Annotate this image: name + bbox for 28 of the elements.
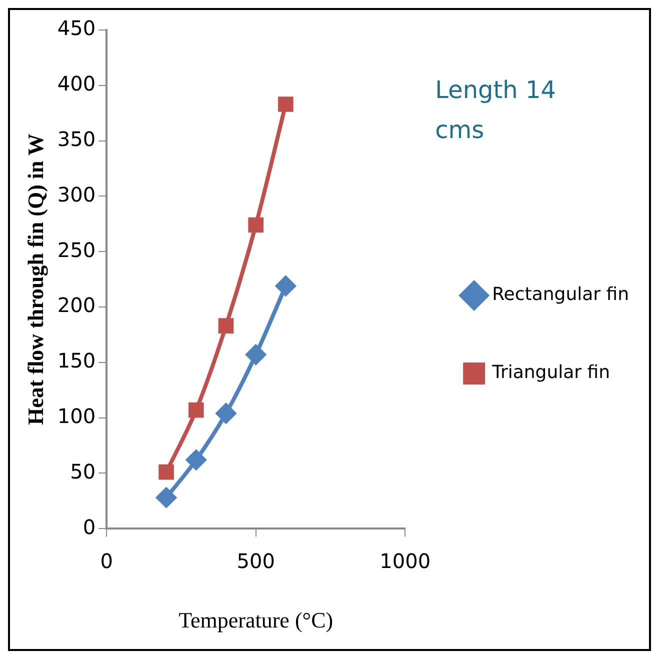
point <box>248 217 264 233</box>
point <box>278 96 294 112</box>
y-tick-label: 250 <box>57 238 96 262</box>
text: Length 14 cms <box>435 76 556 144</box>
legend-label: Rectangular fin <box>492 284 630 306</box>
x-tick-label: 500 <box>236 548 275 573</box>
point <box>216 403 236 424</box>
y-tick-label: 450 <box>57 16 96 40</box>
point <box>246 344 266 365</box>
y-tick-label: 400 <box>57 72 96 96</box>
point <box>188 402 204 418</box>
point <box>276 276 296 296</box>
y-tick-label: 150 <box>57 348 96 373</box>
x-tick-label: 0 <box>100 548 113 573</box>
y-tick-label: 0 <box>82 514 96 539</box>
y-tick-label: 350 <box>57 127 96 152</box>
point <box>156 488 176 508</box>
point <box>186 450 206 470</box>
y-axis-title: Heat flow through fin (Q) in W <box>22 134 48 425</box>
y-tick-label: 300 <box>57 182 96 206</box>
y-tick-label: 50 <box>70 459 96 484</box>
point <box>218 318 234 334</box>
x-axis-title: Temperature (°C) <box>178 608 334 633</box>
legend-label: Triangular fin <box>491 362 610 384</box>
point <box>158 464 174 480</box>
y-tick-label: 100 <box>57 404 96 428</box>
x-tick-label: 1000 <box>380 548 431 573</box>
y-tick-label: 200 <box>57 293 96 318</box>
